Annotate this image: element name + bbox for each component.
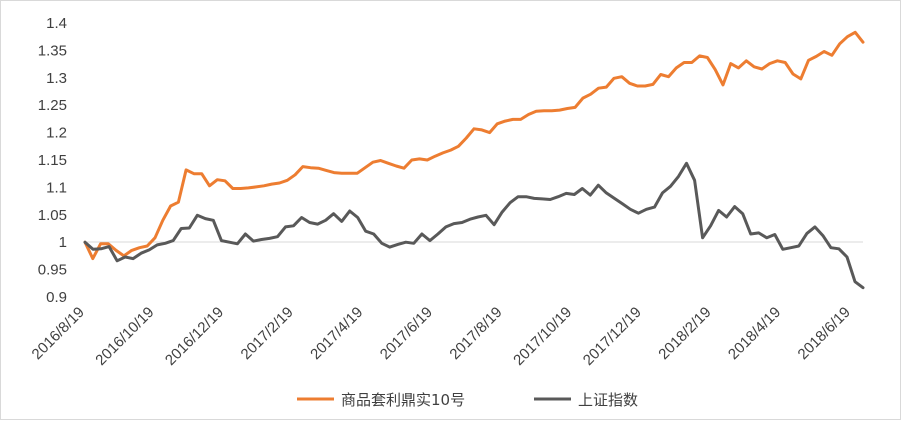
- x-axis-ticks: 2016/8/19 2016/10/19 2016/12/19 2017/2/19 20…: [29, 304, 854, 369]
- y-tick-label: 0.95: [38, 262, 67, 279]
- legend: 商品套利鼎实10号 上证指数: [297, 391, 638, 409]
- x-tick-label: 2016/8/19: [29, 304, 88, 363]
- x-tick-label: 2017/4/19: [307, 304, 366, 363]
- x-tick-label: 2017/12/19: [580, 304, 645, 369]
- x-tick-label: 2017/6/19: [377, 304, 436, 363]
- x-tick-label: 2018/4/19: [725, 304, 784, 363]
- y-tick-label: 1.35: [38, 42, 67, 59]
- series-line-2: [83, 161, 865, 290]
- x-tick-label: 2018/6/19: [795, 304, 854, 363]
- x-tick-label: 2018/2/19: [655, 304, 714, 363]
- series-lines: [83, 30, 865, 290]
- x-tick-label: 2017/10/19: [510, 304, 575, 369]
- x-tick-label: 2016/12/19: [162, 304, 227, 369]
- y-axis-ticks: 0.9 0.95 1 1.05 1.1 1.15 1.2 1.25 1.3 1.35 1.4: [38, 15, 67, 306]
- legend-item-2: 上证指数: [534, 391, 638, 409]
- x-tick-label: 2017/8/19: [446, 304, 505, 363]
- y-tick-label: 1: [59, 234, 67, 251]
- x-tick-label: 2017/2/19: [238, 304, 297, 363]
- legend-label-2: 上证指数: [578, 391, 638, 409]
- y-tick-label: 1.3: [46, 70, 67, 87]
- y-tick-label: 1.2: [46, 125, 67, 142]
- legend-item-1: 商品套利鼎实10号: [297, 391, 465, 409]
- y-tick-label: 1.25: [38, 97, 67, 114]
- y-tick-label: 1.05: [38, 207, 67, 224]
- y-tick-label: 0.9: [46, 289, 67, 306]
- x-tick-label: 2016/10/19: [92, 304, 157, 369]
- y-tick-label: 1.1: [46, 179, 67, 196]
- y-tick-label: 1.4: [46, 15, 67, 32]
- series-line-1: [83, 30, 865, 261]
- legend-label-1: 商品套利鼎实10号: [341, 391, 465, 409]
- y-tick-label: 1.15: [38, 152, 67, 169]
